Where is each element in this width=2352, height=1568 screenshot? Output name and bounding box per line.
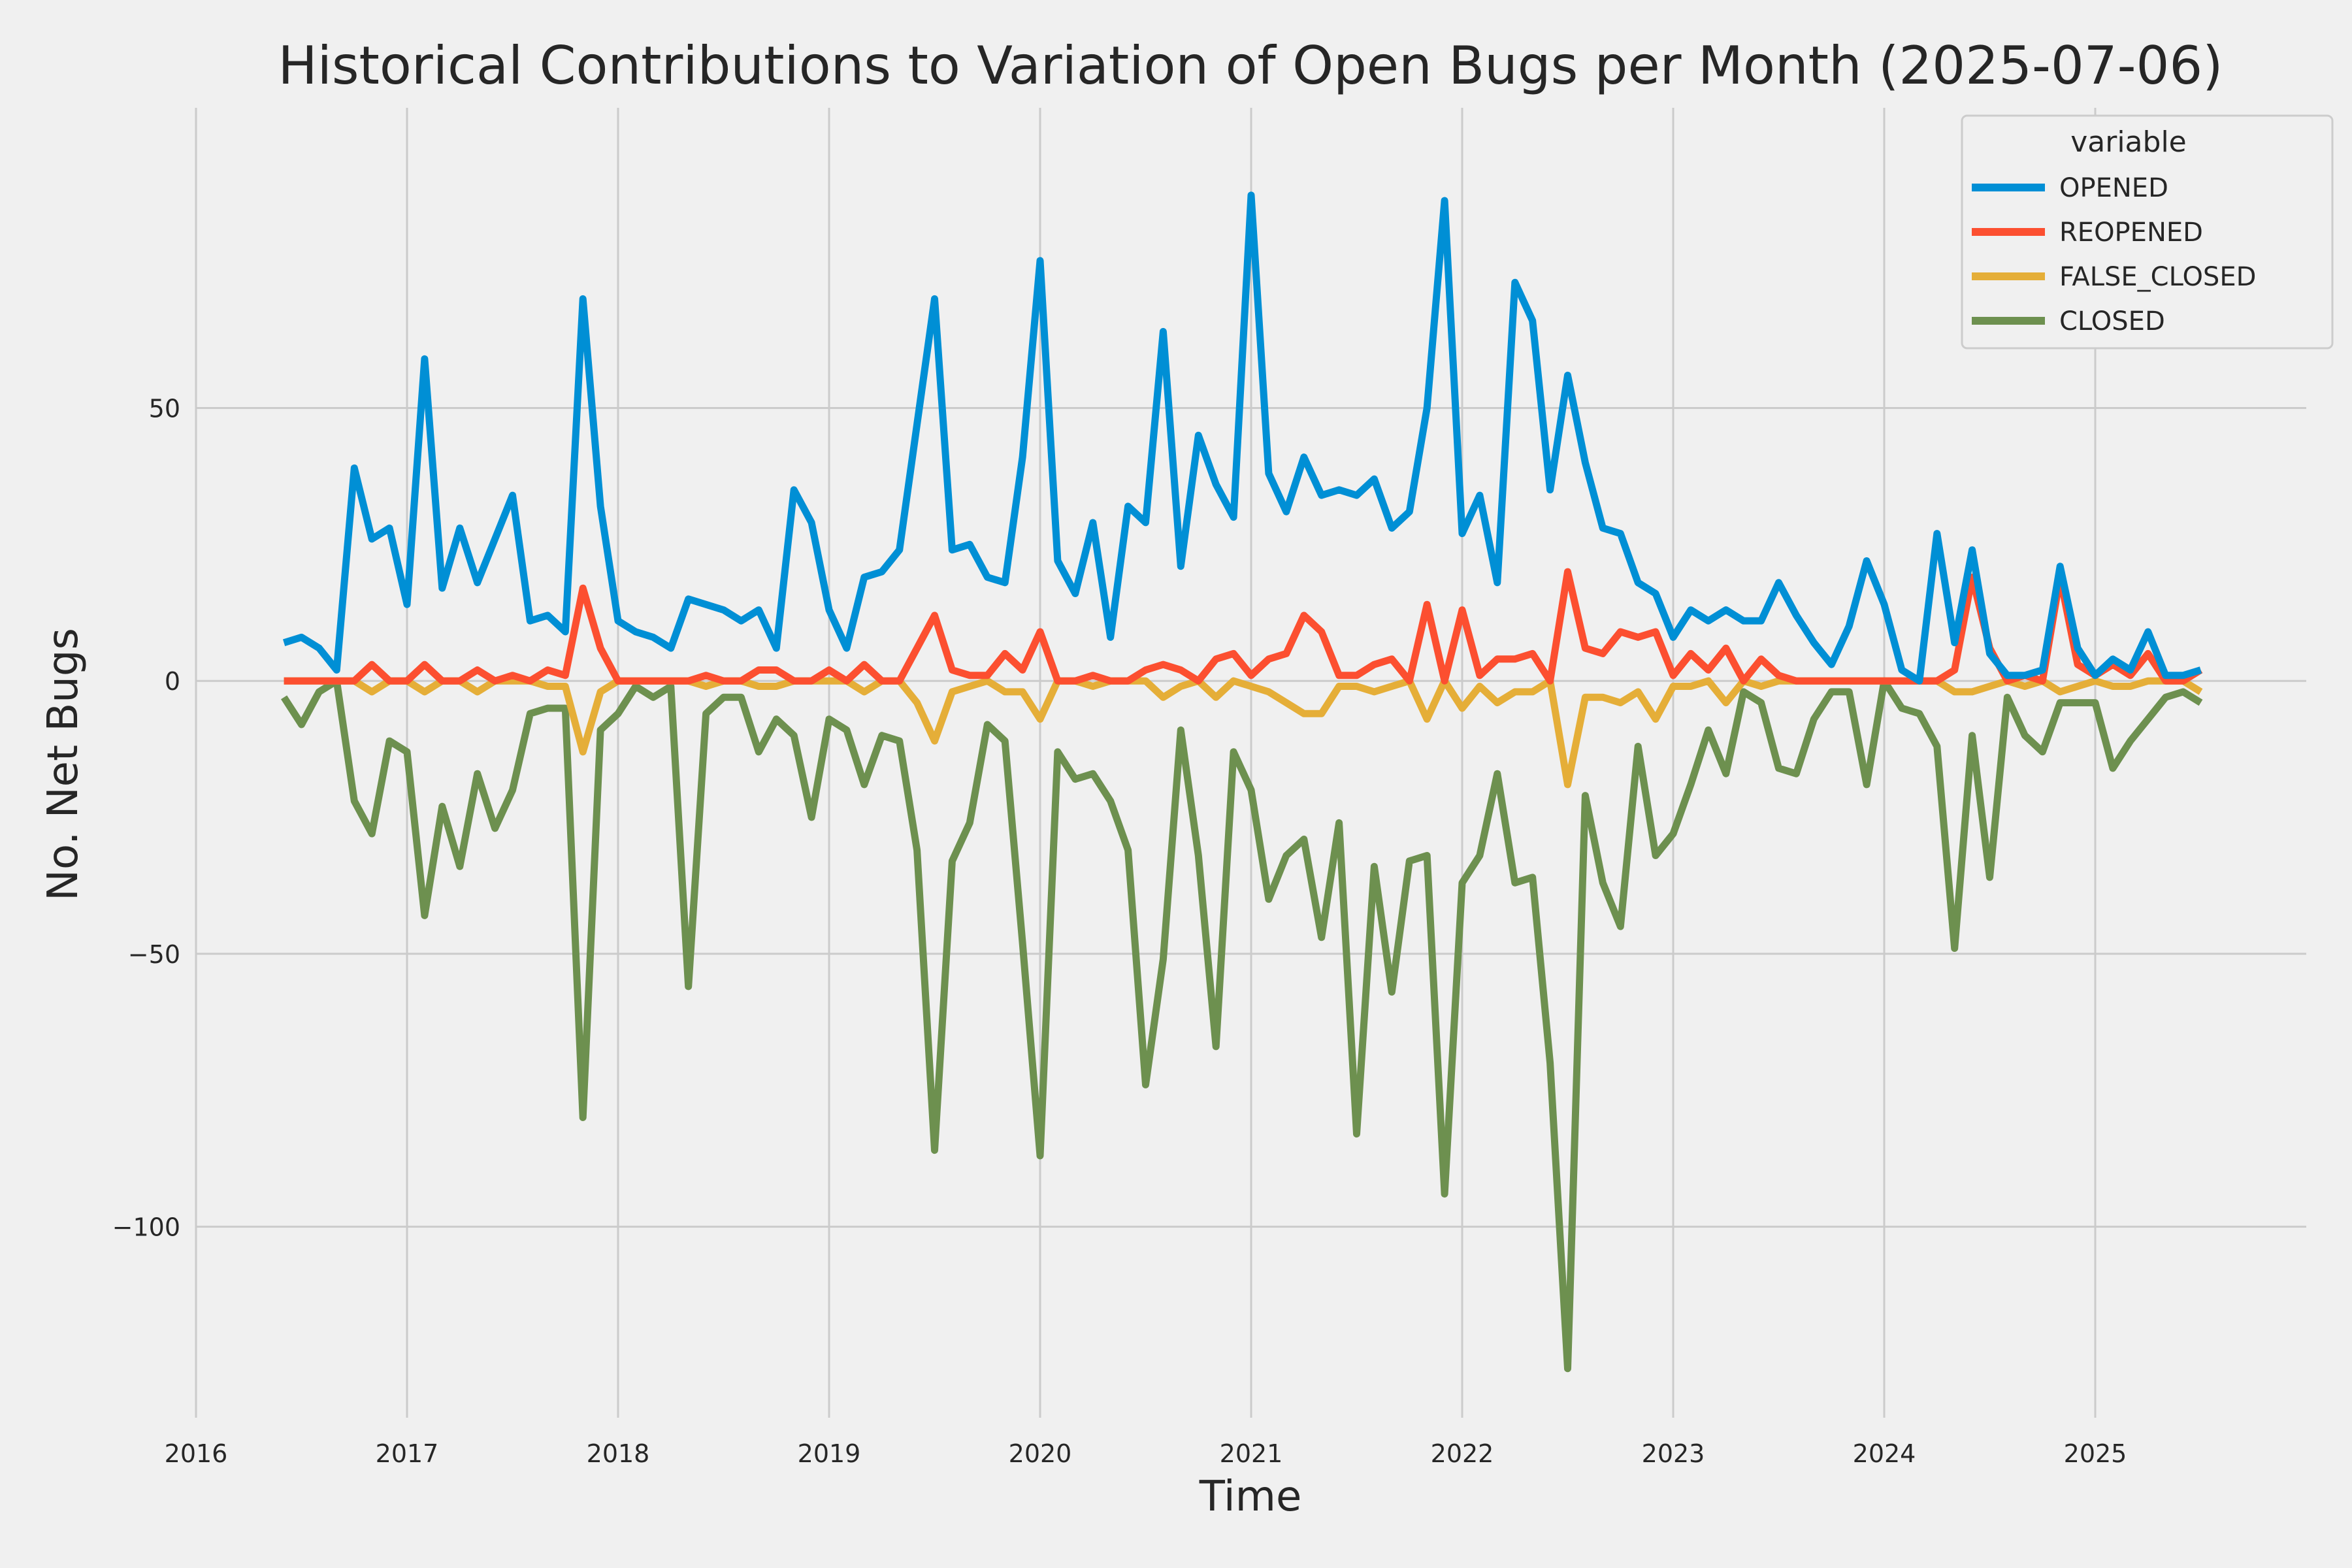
x-tick-label: 2021 [1220, 1439, 1283, 1468]
x-tick-label: 2023 [1642, 1439, 1705, 1468]
legend-box [1961, 114, 2334, 350]
x-tick-labels: 2016 2017 2018 2019 2020 2021 2022 2023 2024 2025 [165, 1439, 2127, 1468]
series-line-reopened [284, 568, 2203, 685]
series-line-closed [280, 677, 2203, 1373]
x-axis-label: Time [1199, 1473, 1302, 1521]
series-line-opened [282, 191, 2202, 685]
legend-label: OPENED [2059, 173, 2168, 203]
x-tick-label: 2020 [1009, 1439, 1072, 1468]
x-tick-label: 2025 [2064, 1439, 2127, 1468]
legend-label: REOPENED [2059, 218, 2203, 248]
legend: variable OPENED REOPENED FALSE_CLOSED CLOSE… [1961, 114, 2334, 350]
chart-title: Historical Contributions to Variation of… [278, 35, 2223, 96]
legend-title: variable [2070, 125, 2187, 159]
grid [195, 108, 2306, 1418]
y-tick-label: 50 [149, 394, 180, 423]
series-lines [280, 191, 2203, 1373]
legend-label: FALSE_CLOSED [2059, 262, 2256, 292]
y-tick-label: −100 [112, 1213, 180, 1242]
y-tick-label: −50 [128, 940, 180, 969]
x-tick-label: 2018 [587, 1439, 650, 1468]
y-axis-label: No. Net Bugs [39, 628, 88, 901]
x-tick-label: 2019 [798, 1439, 861, 1468]
legend-label: CLOSED [2059, 306, 2165, 336]
x-tick-label: 2024 [1853, 1439, 1916, 1468]
x-tick-label: 2017 [376, 1439, 439, 1468]
y-tick-label: 0 [165, 667, 180, 696]
x-tick-label: 2022 [1431, 1439, 1494, 1468]
x-tick-label: 2016 [165, 1439, 228, 1468]
legend-items: OPENED REOPENED FALSE_CLOSED CLOSED [1972, 173, 2256, 336]
y-tick-labels: 50 0 −50 −100 [112, 394, 180, 1241]
